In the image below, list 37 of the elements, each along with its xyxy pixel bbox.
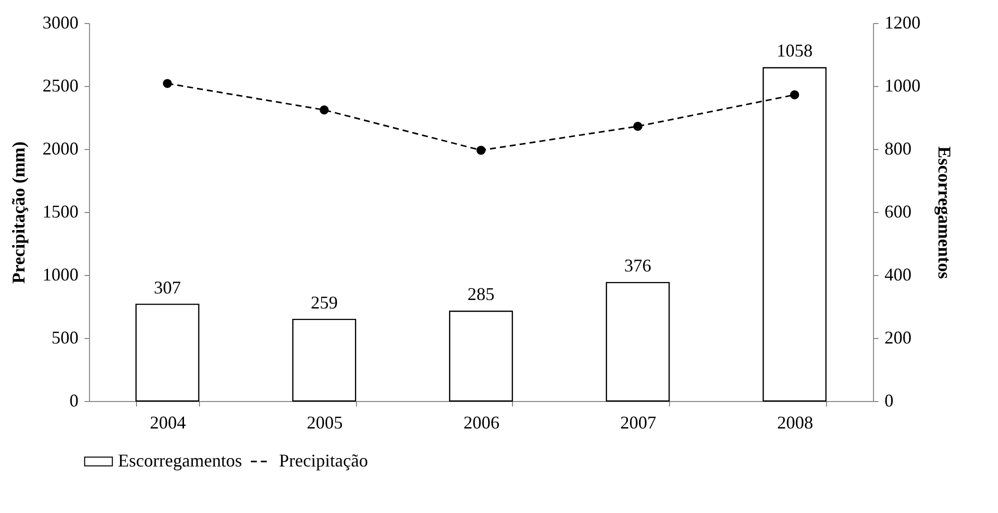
bar [606, 282, 670, 402]
x-tick-label: 2004 [150, 412, 186, 432]
data-label: 1058 [776, 40, 813, 61]
y2-tick-label: 1000 [884, 76, 920, 96]
y-axis-title: Precipitação (mm) [8, 141, 28, 284]
y2-tick-label: 400 [884, 264, 912, 284]
x-tick-label: 2008 [777, 412, 814, 432]
y-tick-label: 2500 [42, 76, 78, 96]
x-tick-label: 2006 [464, 412, 500, 432]
point [476, 146, 486, 155]
y-tick-label: 2000 [42, 138, 78, 158]
point [320, 105, 329, 114]
data-label: 259 [310, 292, 338, 312]
y-tick-label: 500 [52, 328, 78, 348]
y2-tick-label: 1200 [884, 12, 920, 32]
legend-label: Precipitação [279, 450, 368, 470]
point [790, 90, 800, 100]
point [162, 78, 172, 88]
y-tick-label: 1500 [42, 202, 78, 222]
bar [292, 318, 356, 402]
data-label: 376 [624, 256, 652, 276]
x-tick-label: 2007 [620, 412, 656, 432]
y-tick-label: 1000 [42, 264, 78, 284]
y2-tick-label: 200 [884, 328, 912, 348]
data-label: 285 [468, 284, 494, 304]
y2-axis-title: Escorregamentos [934, 146, 954, 279]
y2-tick-label: 600 [884, 202, 912, 222]
legend-label: Escorregamentos [118, 450, 242, 470]
x-tick-label: 2005 [306, 412, 343, 432]
y-tick-label: 0 [70, 390, 78, 410]
y-tick-label: 3000 [42, 12, 78, 32]
y2-tick-label: 0 [884, 390, 894, 410]
y2-tick-label: 800 [884, 138, 912, 158]
data-label: 307 [154, 277, 181, 298]
point [633, 122, 642, 131]
bar [135, 304, 200, 402]
bar [449, 310, 513, 402]
